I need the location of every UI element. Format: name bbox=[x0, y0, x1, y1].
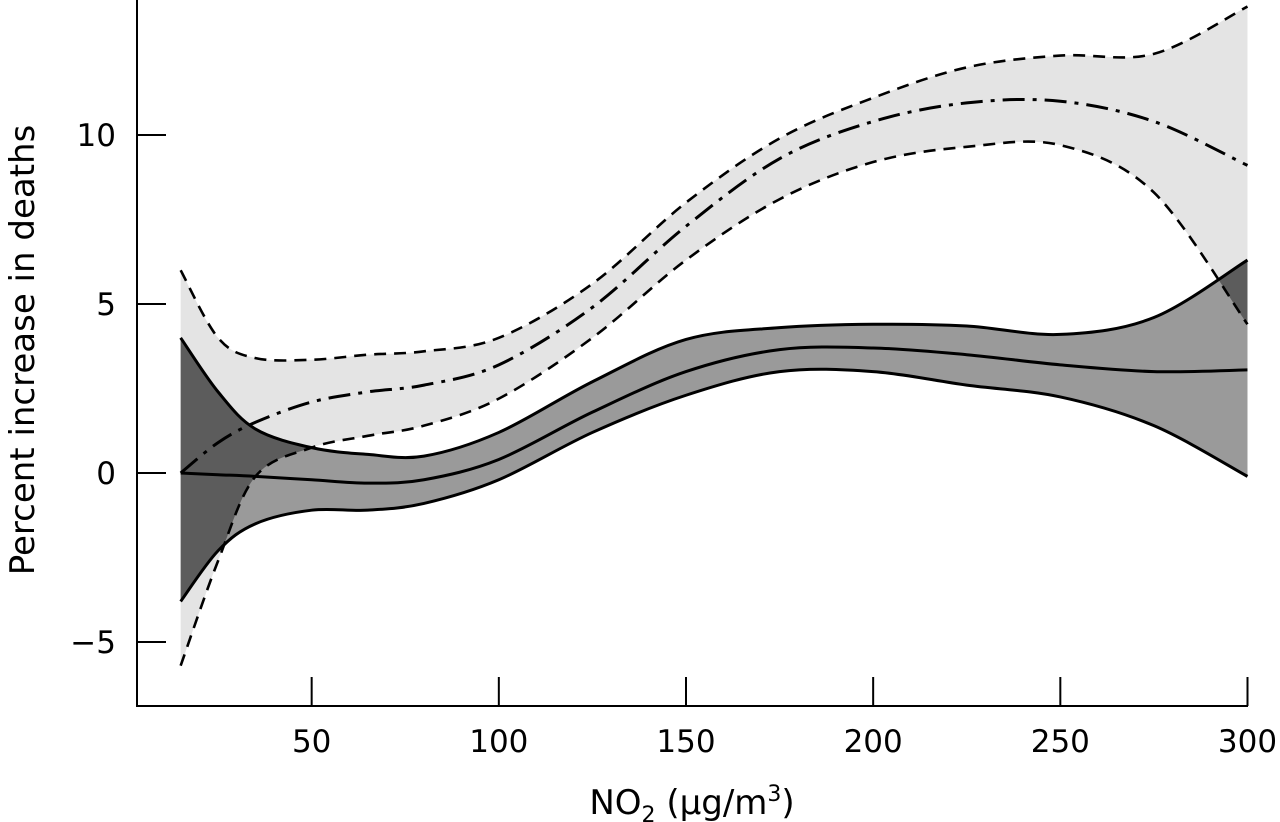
series-2-confidence-band bbox=[180, 6, 1248, 666]
x-axis-label-units-open: (µg/m bbox=[656, 783, 768, 822]
series-1-confidence-band bbox=[180, 260, 1248, 602]
y-tick-label-1: 0 bbox=[96, 456, 116, 492]
x-tick-label-100: 100 bbox=[469, 724, 528, 760]
series-1-upper-bound-line bbox=[179, 258, 1249, 460]
y-tick-label-0: −5 bbox=[70, 625, 116, 661]
series-2-lower-bound-line bbox=[179, 140, 1249, 667]
axes bbox=[136, 0, 1248, 707]
x-tick-label-50: 50 bbox=[292, 724, 331, 760]
series-2-estimate-line bbox=[179, 97, 1249, 475]
series-1-lower-bound-line bbox=[179, 367, 1249, 603]
confidence-bands bbox=[180, 6, 1248, 666]
ticks: 50 100 150 200 250 300 −5 0 5 10 bbox=[70, 118, 1277, 760]
series-lines bbox=[179, 5, 1249, 667]
x-axis-label-superscript: 3 bbox=[767, 782, 781, 807]
x-tick-label-300: 300 bbox=[1218, 724, 1277, 760]
y-tick-label-3: 10 bbox=[77, 118, 116, 154]
x-axis-label-subscript: 2 bbox=[642, 803, 656, 822]
x-axis-label-base: NO bbox=[589, 783, 641, 822]
x-tick-label-200: 200 bbox=[844, 724, 903, 760]
x-axis-label: NO2 (µg/m3) bbox=[589, 782, 794, 822]
series-1-estimate-line bbox=[180, 345, 1248, 485]
y-axis-label: Percent increase in deaths bbox=[3, 125, 43, 576]
y-tick-label-2: 5 bbox=[96, 287, 116, 323]
x-tick-label-150: 150 bbox=[656, 724, 715, 760]
x-tick-label-250: 250 bbox=[1031, 724, 1090, 760]
x-axis-label-units-close: ) bbox=[781, 783, 794, 822]
